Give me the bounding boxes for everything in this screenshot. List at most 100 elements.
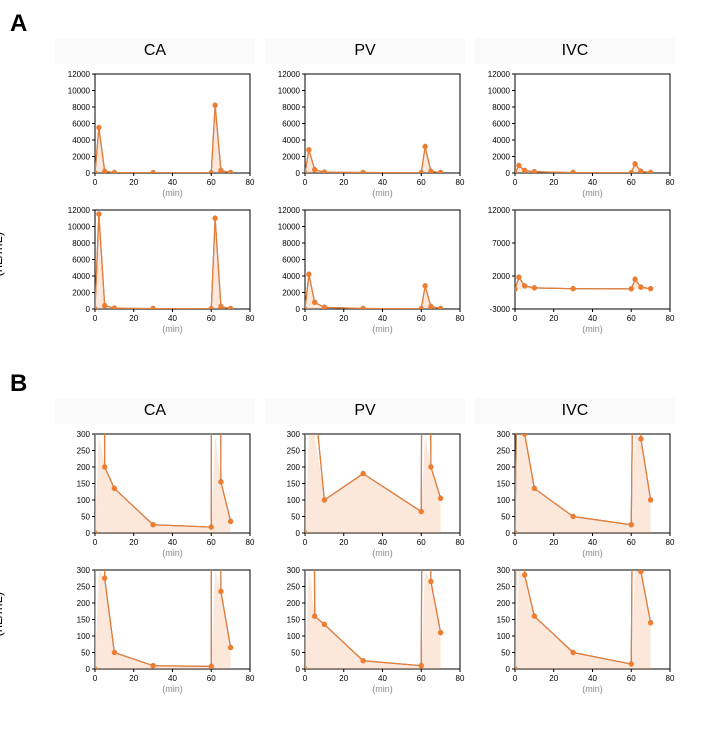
chart-row: 0 2000 4000 6000 8000 10000 12000 0 20 40 60 80 (min… xyxy=(50,204,680,340)
chart-cell: 050100150200250300020406080(min) xyxy=(475,428,675,558)
column-header: CA xyxy=(55,38,255,64)
svg-text:60: 60 xyxy=(417,674,426,683)
svg-text:10000: 10000 xyxy=(278,87,301,96)
svg-text:(min): (min) xyxy=(372,548,393,558)
svg-text:80: 80 xyxy=(246,314,255,323)
svg-text:0: 0 xyxy=(513,178,518,187)
svg-text:300: 300 xyxy=(287,566,301,575)
svg-text:0: 0 xyxy=(86,529,91,538)
svg-text:(min): (min) xyxy=(162,188,183,198)
chart-plot: 050100150200250300020406080(min) xyxy=(55,428,255,558)
y-axis-label: H₂ concentration in blood(nL/mL) xyxy=(0,491,5,636)
svg-text:150: 150 xyxy=(287,616,301,625)
svg-text:20: 20 xyxy=(129,314,138,323)
svg-text:40: 40 xyxy=(378,314,387,323)
svg-text:60: 60 xyxy=(207,178,216,187)
svg-text:20: 20 xyxy=(549,674,558,683)
svg-text:6000: 6000 xyxy=(72,256,90,265)
chart-plot: 050100150200250300020406080(min) xyxy=(475,564,675,694)
svg-text:(min): (min) xyxy=(582,548,603,558)
svg-text:250: 250 xyxy=(77,583,91,592)
svg-text:0: 0 xyxy=(506,665,511,674)
svg-text:2000: 2000 xyxy=(282,153,300,162)
svg-text:20: 20 xyxy=(549,538,558,547)
column-headers: CAPVIVC xyxy=(50,398,680,428)
svg-text:40: 40 xyxy=(168,538,177,547)
svg-text:8000: 8000 xyxy=(282,103,300,112)
svg-text:4000: 4000 xyxy=(282,272,300,281)
svg-text:150: 150 xyxy=(497,616,511,625)
svg-text:0: 0 xyxy=(296,665,301,674)
svg-text:0: 0 xyxy=(296,529,301,538)
svg-text:80: 80 xyxy=(246,538,255,547)
svg-text:60: 60 xyxy=(207,674,216,683)
chart-cell: 050100150200250300020406080(min) xyxy=(265,428,465,558)
svg-text:12000: 12000 xyxy=(278,206,301,215)
chart-cell: 020004000600080001000012000020406080(min… xyxy=(265,204,465,334)
svg-text:4000: 4000 xyxy=(492,136,510,145)
chart-cell: 020004000600080001000012000020406080(min… xyxy=(475,68,675,198)
svg-text:0: 0 xyxy=(93,178,98,187)
svg-text:0: 0 xyxy=(303,674,308,683)
svg-text:12000: 12000 xyxy=(488,206,511,215)
svg-text:60: 60 xyxy=(207,538,216,547)
svg-text:50: 50 xyxy=(291,649,300,658)
svg-text:0: 0 xyxy=(93,538,98,547)
svg-text:80: 80 xyxy=(456,178,465,187)
svg-text:(min): (min) xyxy=(162,324,183,334)
panel-b: BCAPVIVCH₂ concentration in blood(nL/mL)… xyxy=(10,370,705,700)
rows-container: H₂ concentration in blood(nL/mL)05010015… xyxy=(10,428,680,700)
panel-label: A xyxy=(10,10,40,38)
svg-text:2000: 2000 xyxy=(492,272,510,281)
svg-text:0: 0 xyxy=(93,674,98,683)
svg-text:100: 100 xyxy=(77,496,91,505)
chart-plot: 020004000600080001000012000020406080(min… xyxy=(265,68,465,198)
svg-text:200: 200 xyxy=(497,599,511,608)
chart-plot: 050100150200250300020406080(min) xyxy=(475,428,675,558)
grid-wrap: CAPVIVCH₂ concentration in blood(nL/mL)0… xyxy=(10,398,680,700)
svg-text:20: 20 xyxy=(129,674,138,683)
svg-text:0: 0 xyxy=(86,305,91,314)
svg-text:50: 50 xyxy=(291,513,300,522)
grid-wrap: CAPVIVCH₂ concentration in blood(nL/mL)0… xyxy=(10,38,680,340)
svg-text:200: 200 xyxy=(77,463,91,472)
svg-text:150: 150 xyxy=(77,616,91,625)
svg-text:0: 0 xyxy=(303,314,308,323)
chart-cell: 050100150200250300020406080(min) xyxy=(55,428,255,558)
svg-text:250: 250 xyxy=(287,447,301,456)
svg-text:40: 40 xyxy=(168,178,177,187)
svg-text:40: 40 xyxy=(378,674,387,683)
chart-plot: 050100150200250300020406080(min) xyxy=(265,564,465,694)
column-header: IVC xyxy=(475,38,675,64)
column-header: CA xyxy=(55,398,255,424)
svg-text:40: 40 xyxy=(588,538,597,547)
svg-text:300: 300 xyxy=(497,430,511,439)
svg-text:(min): (min) xyxy=(582,684,603,694)
svg-text:12000: 12000 xyxy=(68,206,91,215)
svg-text:0: 0 xyxy=(86,169,91,178)
svg-text:10000: 10000 xyxy=(68,87,91,96)
svg-text:0: 0 xyxy=(506,529,511,538)
svg-text:(min): (min) xyxy=(372,684,393,694)
svg-text:0: 0 xyxy=(513,314,518,323)
chart-plot: 020004000600080001000012000020406080(min… xyxy=(265,204,465,334)
chart-cell: 020004000600080001000012000020406080(min… xyxy=(55,204,255,334)
svg-text:300: 300 xyxy=(497,566,511,575)
chart-row: 020004000600080001000012000020406080(min… xyxy=(50,68,680,204)
svg-text:20: 20 xyxy=(339,314,348,323)
svg-text:10000: 10000 xyxy=(488,87,511,96)
svg-text:250: 250 xyxy=(287,583,301,592)
svg-text:20: 20 xyxy=(549,178,558,187)
svg-text:0: 0 xyxy=(513,538,518,547)
chart-cell: 020004000600080001000012000020406080(min… xyxy=(55,68,255,198)
column-header: PV xyxy=(265,38,465,64)
svg-text:60: 60 xyxy=(207,314,216,323)
svg-text:10000: 10000 xyxy=(278,223,301,232)
column-header: PV xyxy=(265,398,465,424)
svg-text:300: 300 xyxy=(77,566,91,575)
svg-text:8000: 8000 xyxy=(72,239,90,248)
svg-text:20: 20 xyxy=(549,314,558,323)
svg-text:40: 40 xyxy=(378,538,387,547)
chart-plot: 050100150200250300020406080(min) xyxy=(265,428,465,558)
svg-text:20: 20 xyxy=(339,178,348,187)
